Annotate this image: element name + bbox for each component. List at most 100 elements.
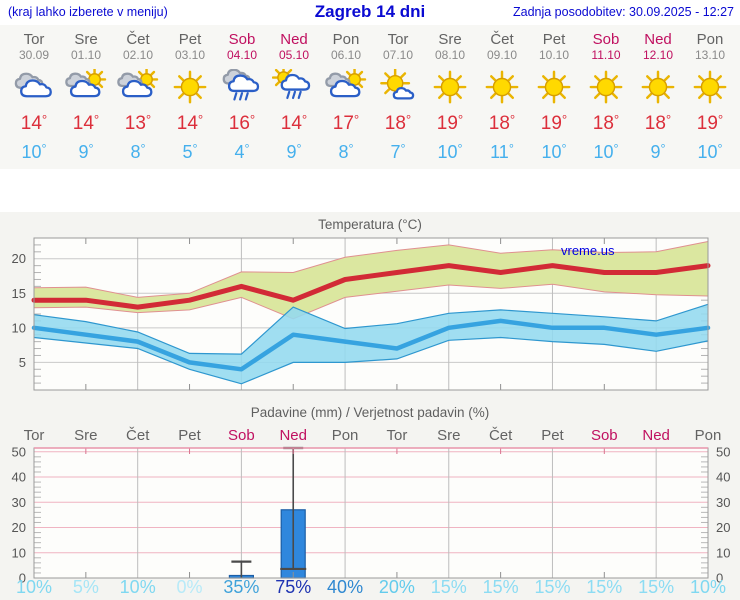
forecast-strip: Tor 30.09 14° 10° Sre 01.10 14° 9° Čet 02.10 13° 8°… [0,25,740,169]
day-date-label: 04.10 [226,48,258,62]
last-update-label: Zadnja posodobitev: 30.09.2025 - 12:27 [512,5,734,19]
sunny-icon [480,69,524,107]
svg-text:15: 15 [12,286,26,301]
svg-text:10: 10 [12,545,26,560]
precip-probability-label: 20% [378,577,415,597]
day-date-label: 11.10 [591,48,621,62]
max-temp-label: 19° [540,112,568,135]
svg-text:10: 10 [716,545,730,560]
sunny-icon [636,69,680,107]
page-header: (kraj lahko izberete v meniju) Zagreb 14… [0,0,740,25]
precip-day-label: Čet [126,427,150,444]
day-date-label: 01.10 [70,48,102,62]
min-temp-label: 9° [78,141,94,162]
max-temp-label: 19° [436,112,464,135]
precip-day-label: Ned [642,427,670,444]
precip-probability-label: 5% [72,577,99,597]
svg-text:40: 40 [12,470,26,485]
precip-day-label: Tor [386,427,408,444]
day-name-label: Sre [74,31,98,48]
day-date-label: 02.10 [122,48,154,62]
day-date-label: 05.10 [278,48,310,62]
min-temp-label: 11° [490,141,514,162]
forecast-day: Tor 30.09 14° 10° [8,25,60,169]
sunny-icon [168,69,212,107]
day-name-label: Pon [696,31,724,48]
svg-text:20: 20 [12,251,26,266]
day-date-label: 09.10 [486,48,518,62]
page-title: Zagreb 14 dni [314,2,426,21]
forecast-day: Pon 06.10 17° 8° [320,25,372,169]
svg-text:10: 10 [12,320,26,335]
forecast-day: Pet 03.10 14° 5° [164,25,216,169]
min-temp-label: 10° [541,141,567,162]
forecast-day: Pet 10.10 19° 10° [528,25,580,169]
day-name-label: Ned [280,31,308,48]
precip-probability-label: 15% [482,577,519,597]
day-name-label: Pet [542,31,566,48]
vreme-us-watermark-link[interactable]: vreme.us [561,243,615,258]
day-name-label: Ned [644,31,672,48]
svg-text:0: 0 [19,571,26,586]
precip-day-label: Pet [541,427,564,444]
svg-text:40: 40 [716,470,730,485]
precip-day-label: Ned [279,427,307,444]
precip-probability-label: 15% [430,577,467,597]
max-temp-label: 16° [228,112,256,135]
forecast-day: Ned 05.10 14° 9° [268,25,320,169]
sun-cloud-icon [116,67,160,107]
day-name-label: Sob [592,31,620,48]
min-temp-label: 7° [390,141,406,162]
forecast-day: Sre 08.10 19° 10° [424,25,476,169]
forecast-day: Čet 09.10 18° 11° [476,25,528,169]
min-temp-label: 10° [593,141,619,162]
max-temp-label: 18° [488,112,516,135]
max-temp-label: 18° [384,112,412,135]
max-temp-label: 13° [124,112,152,135]
precip-day-labels-row: Tor Sre Čet Pet Sob Ned Pon Tor Sre Čet Pet Sob Ned P… [0,427,740,445]
forecast-day: Sob 11.10 18° 10° [580,25,632,169]
svg-text:20: 20 [12,520,26,535]
min-temp-label: 8° [338,141,354,162]
precip-probability-label: 10% [689,577,727,597]
precip-day-label: Čet [488,427,513,444]
temperature-chart: 5 10 15 20 [12,237,711,391]
precip-probability-row: 10% 5% 10% 0% 35% 75% 40% 20% 15% 15% 15% 15% 15% 10% [0,577,740,600]
sunny-icon [584,69,628,107]
precip-probability-label: 10% [119,577,156,597]
rain-icon [220,68,264,107]
sun-cloud-icon [324,67,368,107]
day-name-label: Pon [332,31,360,48]
svg-text:30: 30 [12,495,26,510]
max-temp-label: 17° [332,112,360,135]
min-temp-label: 9° [650,141,666,162]
menu-hint-label: (kraj lahko izberete v meniju) [8,5,168,19]
precip-day-label: Pon [331,427,359,444]
sunny-icon [532,69,576,107]
day-name-label: Čet [126,31,150,48]
precip-probability-label: 15% [534,577,571,597]
day-date-label: 08.10 [434,48,466,62]
sunny-icon [688,69,732,107]
forecast-day: Tor 07.10 18° 7° [372,25,424,169]
precip-day-label: Tor [23,427,45,444]
svg-text:0: 0 [716,571,723,586]
forecast-day: Sob 04.10 16° 4° [216,25,268,169]
svg-text:20: 20 [716,520,730,535]
max-temp-label: 14° [176,112,204,135]
cloudy-icon [12,69,56,107]
min-temp-label: 10° [437,141,463,162]
precip-probability-label: 15% [586,577,623,597]
sun-cloud-rain-icon [271,65,316,107]
max-temp-label: 14° [72,112,100,135]
day-date-label: 10.10 [538,48,570,62]
precip-probability-label: 15% [638,577,675,597]
sunny-small-cloud-icon [376,68,420,107]
max-temp-line [31,263,711,310]
svg-text:30: 30 [716,495,730,510]
temperature-chart-title: Temperatura (°C) [318,217,422,232]
max-temp-label: 18° [644,112,672,135]
day-date-label: 30.09 [18,48,50,62]
day-date-label: 12.10 [642,48,674,62]
day-name-label: Tor [387,31,409,48]
